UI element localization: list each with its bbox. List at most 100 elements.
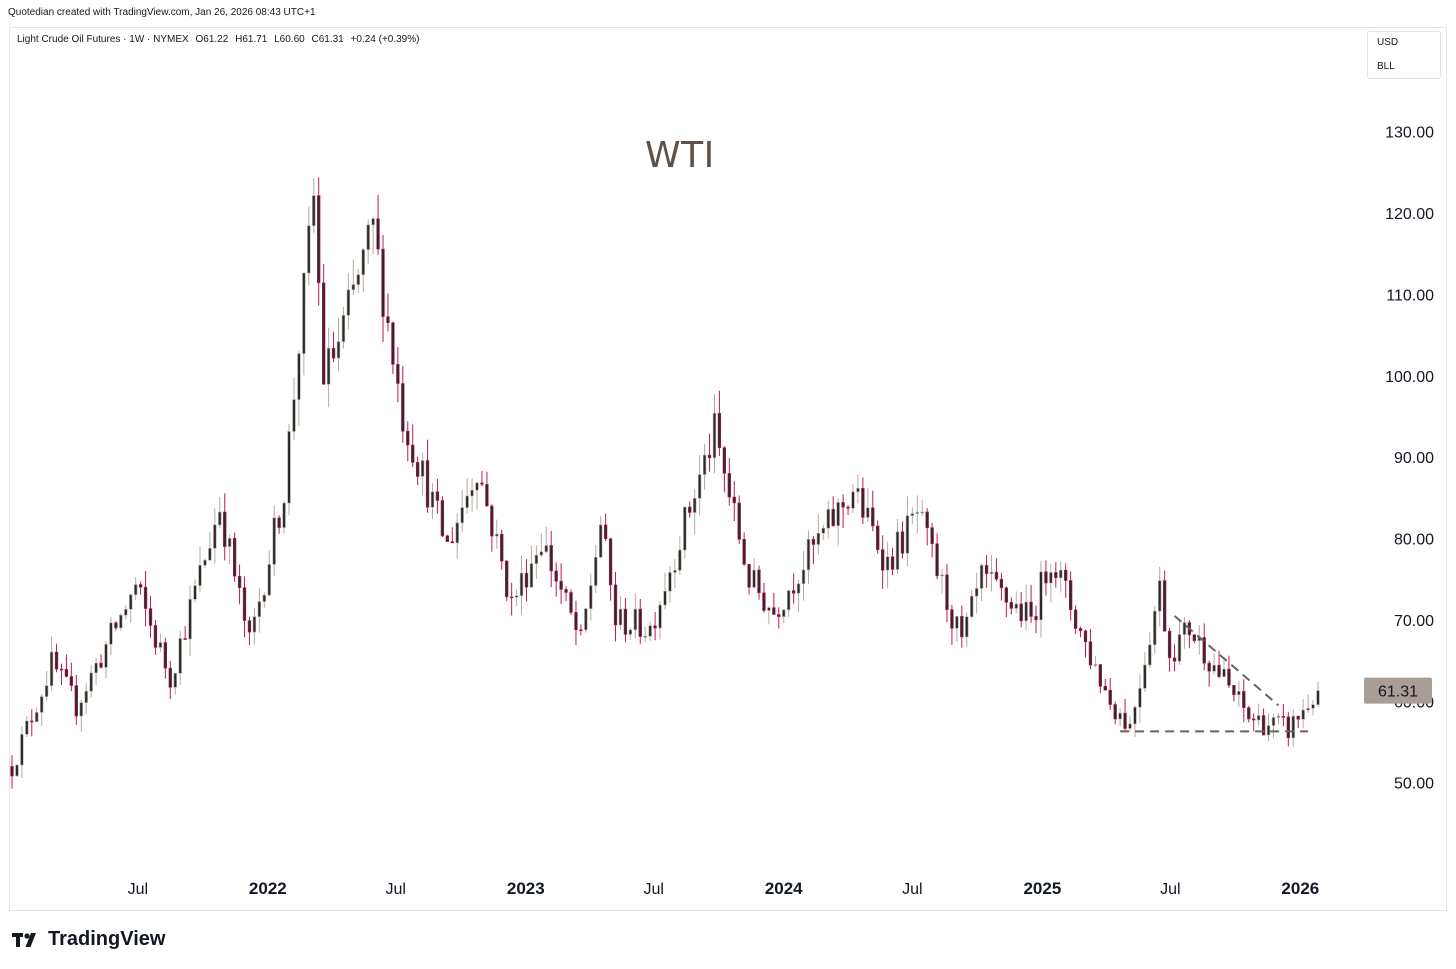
candle-body: [851, 491, 855, 509]
candle-body: [653, 625, 657, 629]
candle-body: [1019, 603, 1023, 622]
candle-body: [559, 580, 563, 590]
candle-body: [861, 487, 865, 518]
candle-body: [366, 224, 370, 250]
candle-body: [321, 282, 326, 385]
candle-body: [1167, 630, 1172, 659]
candle-body: [302, 272, 306, 354]
candle-body: [1024, 601, 1028, 622]
candle-body: [742, 539, 746, 565]
candle-body: [1281, 716, 1286, 718]
candle-body: [900, 531, 905, 554]
candle-body: [237, 575, 242, 588]
candle-body: [638, 608, 642, 637]
candle-body: [574, 612, 578, 631]
change-value: +0.24 (+0.39%): [350, 34, 420, 45]
candle-body: [1068, 580, 1073, 611]
candle-body: [10, 766, 14, 777]
candle-body: [757, 569, 761, 594]
candle-body: [15, 764, 19, 777]
candle-body: [1207, 662, 1211, 672]
candle-body: [549, 545, 553, 572]
candle-body: [633, 608, 637, 631]
candle-body: [35, 712, 39, 723]
symbol-legend[interactable]: Light Crude Oil Futures · 1W · NYMEX O61…: [17, 34, 423, 45]
candle-body: [247, 620, 252, 633]
candle-body: [257, 601, 262, 618]
candle-body: [1113, 704, 1117, 720]
candle-body: [420, 460, 425, 477]
candle-body: [183, 638, 187, 640]
candle-body: [282, 502, 286, 528]
candle-body: [1192, 634, 1196, 641]
candle-body: [1301, 709, 1305, 720]
x-tick-label: 2023: [507, 879, 545, 898]
candle-body: [252, 616, 257, 633]
candle-body: [1242, 691, 1246, 709]
candle-body: [208, 548, 212, 561]
candle-body: [1064, 569, 1068, 581]
unit-selector[interactable]: USD BLL: [1367, 31, 1441, 79]
candle-body: [618, 608, 623, 626]
candle-body: [876, 525, 880, 550]
candle-body: [603, 524, 608, 540]
candle-body: [772, 607, 776, 615]
candle-body: [871, 507, 875, 527]
candle-body: [811, 539, 816, 545]
candle-body: [663, 590, 667, 606]
candle-body: [277, 517, 281, 528]
candle-body: [163, 642, 168, 669]
candle-body: [361, 249, 365, 275]
candle-body: [999, 578, 1004, 589]
candle-body: [1138, 688, 1142, 708]
candle-body: [1123, 712, 1127, 729]
candle-body: [529, 563, 534, 588]
candle-body: [796, 583, 801, 594]
candle-body: [317, 195, 321, 284]
x-tick-label: Jul: [128, 881, 148, 898]
candle-body: [228, 538, 232, 547]
tradingview-footer[interactable]: TradingView: [12, 928, 165, 951]
candle-body: [767, 607, 771, 611]
candle-body: [1232, 685, 1236, 696]
x-tick-label: 2025: [1023, 879, 1061, 898]
candle-body: [1316, 690, 1320, 705]
candle-body: [846, 506, 850, 509]
candle-body: [628, 629, 633, 635]
candle-body: [1083, 630, 1088, 643]
brand-name: TradingView: [48, 928, 166, 950]
candle-body: [935, 543, 939, 577]
candle-body: [974, 588, 979, 597]
candle-body: [124, 608, 128, 616]
candle-body: [49, 651, 54, 687]
candle-body: [866, 507, 870, 518]
candle-body: [1004, 587, 1009, 603]
candle-body: [648, 625, 652, 637]
candle-body: [599, 524, 603, 558]
y-tick-label: 130.00: [1385, 125, 1434, 142]
candle-body: [1044, 571, 1048, 584]
candle-body: [722, 447, 727, 474]
candle-body: [727, 473, 731, 498]
candle-body: [1034, 616, 1038, 621]
candle-body: [218, 511, 222, 526]
candle-body: [490, 505, 494, 537]
candle-body: [44, 685, 49, 697]
candle-body: [836, 502, 840, 526]
candle-body: [816, 532, 821, 545]
candle-body: [777, 614, 781, 617]
tradingview-logo-icon: [12, 932, 36, 947]
candle-body: [1078, 628, 1083, 632]
candle-body: [223, 511, 227, 547]
candle-body: [826, 509, 830, 529]
candle-body: [138, 584, 143, 588]
candle-body: [336, 341, 341, 359]
candle-body: [242, 587, 247, 621]
candle-body: [678, 549, 682, 571]
candle-body: [564, 589, 568, 593]
candle-body: [158, 642, 163, 648]
x-tick-label: Jul: [643, 881, 663, 898]
x-tick-label: 2024: [765, 879, 803, 898]
y-tick-label: 110.00: [1386, 287, 1434, 304]
